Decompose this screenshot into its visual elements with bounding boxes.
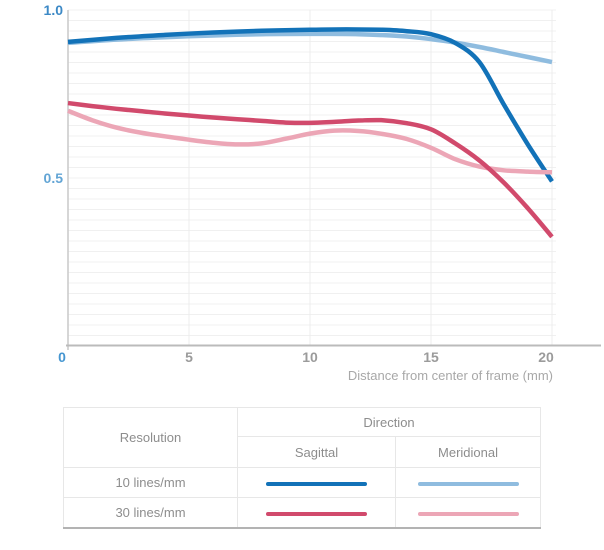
curve-10-lines-mm-sagittal: [67, 27, 554, 183]
legend-row-30-lines: 30 lines/mm: [63, 497, 542, 529]
y-axis-tick-label-1_0: 1.0: [43, 2, 63, 18]
curve-30-lines-mm-meridional: [67, 108, 553, 175]
legend-header-resolution: Resolution: [63, 407, 238, 468]
mtf-line-chart: [66, 9, 601, 350]
legend-header-meridional: Meridional: [394, 436, 542, 468]
legend-header-direction: Direction: [236, 407, 542, 437]
swatch-30-sagittal-line: [266, 511, 367, 516]
legend-label-30-lines: 30 lines/mm: [63, 497, 238, 529]
x-axis-tick-label-20: 20: [538, 349, 554, 365]
legend-cell-30-meridional: [394, 497, 542, 529]
legend-row-10-lines: 10 lines/mm: [63, 467, 542, 498]
legend-cell-30-sagittal: [237, 497, 396, 529]
y-axis-tick-label-0_5: 0.5: [43, 170, 63, 186]
legend-label-10-lines: 10 lines/mm: [63, 467, 238, 498]
legend-cell-10-sagittal: [237, 467, 396, 498]
x-axis-tick-label-15: 15: [423, 349, 439, 365]
legend-header-sagittal: Sagittal: [237, 436, 396, 468]
curve-10-lines-mm-meridional: [67, 31, 553, 65]
legend-cell-10-meridional: [394, 467, 542, 498]
swatch-30-meridional-line: [417, 511, 519, 516]
x-axis-tick-label-0: 0: [58, 349, 66, 365]
swatch-10-meridional-line: [417, 481, 519, 486]
x-axis-tick-label-10: 10: [302, 349, 318, 365]
swatch-10-sagittal-line: [266, 481, 367, 486]
curve-30-lines-mm-sagittal: [67, 100, 554, 239]
x-axis-title: Distance from center of frame (mm): [347, 368, 553, 383]
x-axis-tick-label-5: 5: [185, 349, 193, 365]
legend-table: Resolution Direction Sagittal Meridional…: [63, 407, 542, 529]
